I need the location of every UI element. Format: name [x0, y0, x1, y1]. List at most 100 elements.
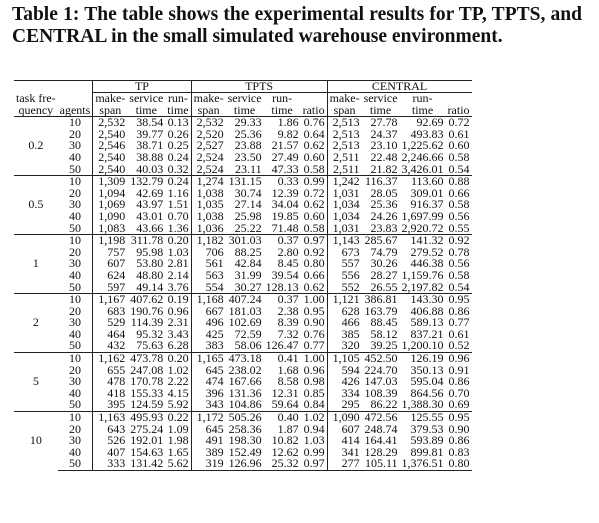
value-cell: 0.55	[448, 220, 470, 235]
value-cell: 40.03	[136, 161, 164, 176]
value-cell: 1,090	[327, 411, 362, 424]
value-cell: 0.72	[445, 116, 472, 129]
value-cell: 425	[205, 326, 224, 341]
value-cell: 1.02	[300, 411, 328, 424]
table-row: 50 1,083 43.66 1.36 1,036 25.22 71.48 0.58 1,031…	[14, 220, 472, 235]
value-cell: 556	[341, 267, 360, 282]
value-cell: 472.56	[361, 411, 400, 424]
value-cell: 0.52	[448, 338, 470, 353]
table-row: 40 407 154.63 1.65 389 152.49 12.62 0.99 341 128.…	[14, 444, 472, 459]
value-cell: 59.64	[271, 397, 299, 412]
column-header: make-span	[327, 92, 361, 117]
value-cell: 0.84	[300, 398, 328, 412]
value-cell: 58.06	[234, 338, 262, 353]
value-cell: 0.99	[300, 446, 328, 459]
value-cell: 23.83	[370, 220, 398, 235]
value-cell: 27.14	[234, 197, 262, 212]
table-row: 20 2,540 39.77 0.26 2,520 25.36 9.82 0.64 2,513 2…	[14, 126, 472, 141]
value-cell: 3,426.01	[401, 161, 444, 176]
value-cell: 1,038	[196, 185, 224, 200]
table-row: 50 395 124.59 5.92 343 104.86 59.64 0.84 295 86.2…	[14, 397, 472, 412]
value-cell: 27.78	[361, 116, 400, 129]
value-cell: 407	[107, 444, 126, 459]
table-row: 0.2 10 2,532 38.54 0.13 2,532 29.33 1.86 0.76 2,5…	[14, 116, 472, 176]
value-cell: 1.03	[300, 434, 328, 447]
value-cell: 248.74	[364, 421, 398, 436]
agents-cell: 20	[57, 305, 94, 318]
value-cell: 643	[107, 421, 126, 436]
value-cell: 645	[205, 421, 224, 436]
value-cell: 0.66	[448, 185, 470, 200]
header-line: make-	[95, 91, 126, 105]
value-cell: 1,172	[191, 411, 226, 424]
value-cell: 0.19	[165, 293, 192, 306]
column-header: ratio	[446, 93, 472, 117]
task-frequency-cell: 0.5	[14, 175, 58, 235]
value-cell: 4.15	[165, 387, 192, 400]
agents-cell: 20	[57, 364, 94, 377]
value-cell: 21.57	[271, 138, 299, 153]
value-cell: 23.10	[370, 138, 398, 153]
value-cell: 1,090	[98, 208, 126, 223]
value-cell: 6.28	[165, 339, 192, 353]
header-line: ratio	[447, 102, 470, 117]
agents-cell: 20	[57, 128, 94, 141]
value-cell: 343	[205, 397, 224, 412]
value-cell: 295	[341, 397, 360, 412]
table-row: 30 1,069 43.97 1.51 1,035 27.14 34.04 0.62 1,034…	[14, 199, 472, 211]
value-cell: 8.45	[277, 256, 299, 271]
column-header: make-span	[93, 91, 127, 117]
value-cell: 7.32	[277, 326, 299, 341]
value-cell: 1,200.10	[401, 338, 444, 353]
value-cell: 334	[341, 385, 360, 400]
value-cell: 124.59	[130, 397, 164, 412]
header-line: quency	[18, 102, 54, 117]
value-cell: 0.22	[165, 411, 192, 424]
value-cell: 0.95	[445, 293, 472, 306]
column-header: service time	[362, 92, 400, 117]
agents-cell: 40	[57, 328, 94, 341]
agents-cell: 40	[57, 210, 94, 223]
agents-cell: 10	[57, 116, 94, 129]
value-cell: 0.64	[300, 128, 328, 141]
value-cell: 39.25	[370, 338, 398, 353]
value-cell: 319	[191, 457, 226, 472]
value-cell: 496	[205, 315, 224, 330]
value-cell: 607	[107, 256, 126, 271]
value-cell: 0.37	[263, 293, 301, 306]
column-header: run-time	[165, 92, 192, 117]
value-cell: 706	[205, 244, 224, 259]
task-frequency-cell: 2	[14, 293, 58, 353]
value-cell: 2,513	[332, 126, 360, 141]
value-cell: 0.20	[165, 352, 192, 365]
table-row: 30 2,546 38.71 0.25 2,527 23.88 21.57 0.62 2,513…	[14, 140, 472, 152]
value-cell: 1,121	[327, 293, 362, 306]
value-cell: 1.00	[300, 293, 328, 306]
value-cell: 864.56	[410, 385, 444, 400]
value-cell: 1.09	[165, 423, 192, 436]
value-cell: 1,034	[332, 208, 360, 223]
value-cell: 0.37	[263, 234, 301, 247]
value-cell: 113.60	[399, 175, 446, 188]
value-cell: 10.82	[271, 433, 299, 448]
group-header: TP	[92, 80, 192, 93]
value-cell: 0.62	[300, 280, 328, 294]
value-cell: 396	[205, 385, 224, 400]
table-row: 40 418 155.33 4.15 396 131.36 12.31 0.85 334 108.…	[14, 385, 472, 400]
value-cell: 0.95	[300, 305, 328, 318]
value-cell: 505.26	[225, 411, 264, 424]
group-header: CENTRAL	[327, 80, 472, 93]
value-cell: 1,031	[332, 185, 360, 200]
table-row: 20 655 247.08 1.02 645 238.02 1.68 0.96 594 224.7…	[14, 364, 472, 377]
value-cell: 0.32	[165, 163, 192, 176]
value-cell: 0.78	[448, 244, 470, 259]
value-cell: 154.63	[130, 444, 164, 459]
value-cell: 1,035	[196, 197, 224, 212]
agents-cell: 10	[57, 411, 94, 424]
value-cell: 2,513	[332, 138, 360, 153]
value-cell: 1,167	[92, 293, 128, 306]
value-cell: 1.51	[165, 199, 192, 211]
value-cell: 164.41	[364, 433, 398, 448]
value-cell: 3.76	[165, 280, 192, 294]
value-cell: 0.58	[300, 221, 328, 235]
